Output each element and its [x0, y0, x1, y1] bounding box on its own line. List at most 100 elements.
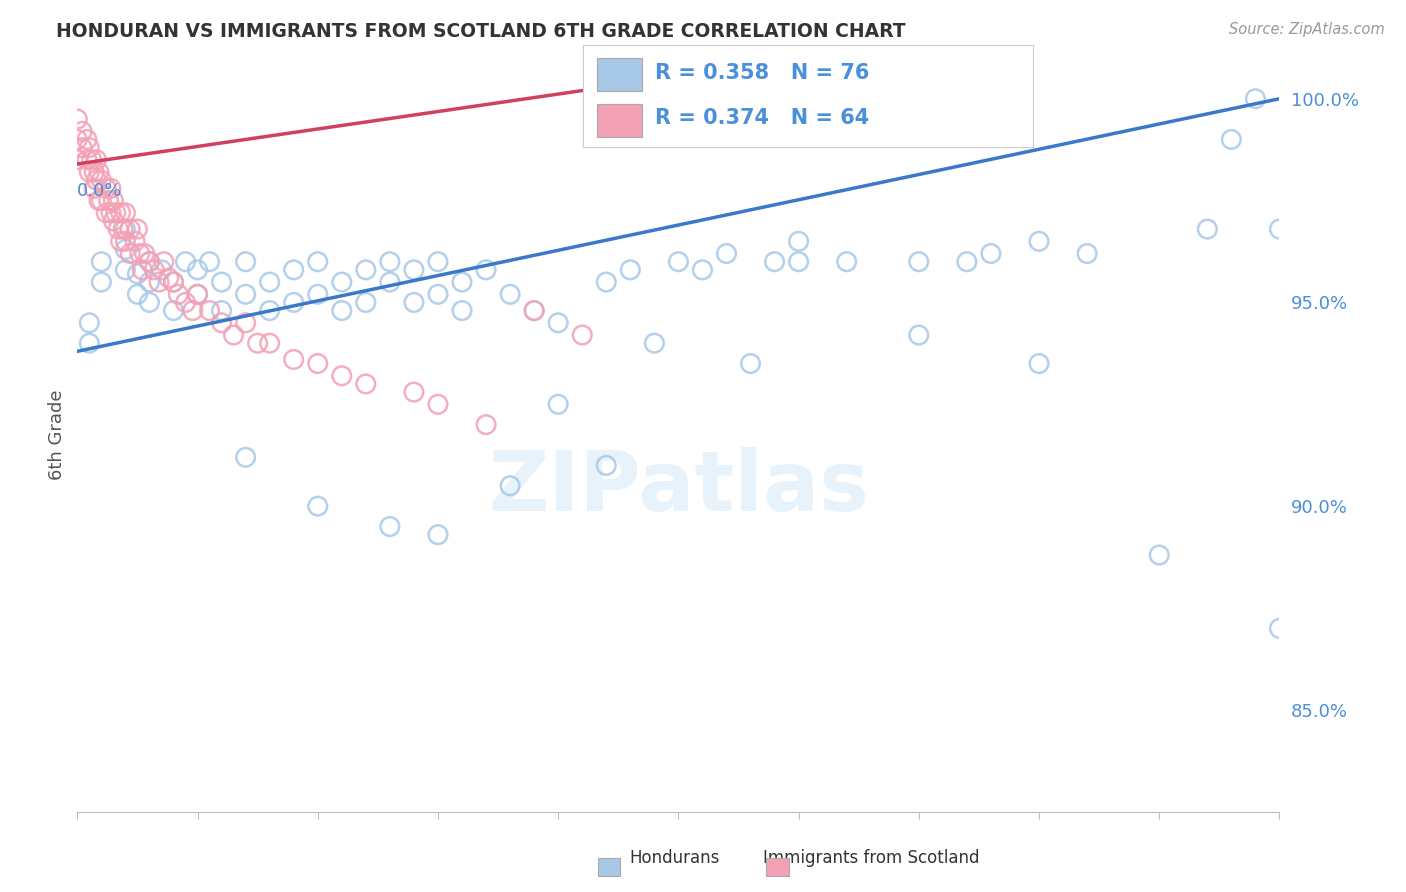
Point — [307, 287, 329, 301]
Point — [787, 235, 810, 249]
Point — [100, 181, 122, 195]
Point — [97, 194, 120, 208]
Point — [120, 222, 142, 236]
Point — [1268, 621, 1291, 635]
Text: ZIPatlas: ZIPatlas — [488, 447, 869, 528]
Point — [153, 254, 176, 268]
Point — [499, 479, 522, 493]
Point — [427, 287, 450, 301]
Point — [1220, 132, 1243, 146]
Point — [235, 316, 257, 330]
Point — [70, 124, 93, 138]
Point — [378, 275, 401, 289]
Point — [104, 206, 127, 220]
FancyBboxPatch shape — [598, 58, 643, 91]
Point — [402, 295, 425, 310]
Point — [402, 385, 425, 400]
Point — [1028, 235, 1050, 249]
Point — [114, 235, 136, 249]
Point — [148, 275, 170, 289]
Point — [90, 194, 112, 208]
Point — [114, 243, 136, 257]
Point — [259, 303, 281, 318]
Point — [100, 206, 122, 220]
Point — [451, 303, 474, 318]
Point — [70, 140, 93, 154]
Point — [619, 263, 641, 277]
Point — [571, 328, 593, 343]
Point — [908, 254, 931, 268]
Point — [307, 357, 329, 371]
Point — [110, 235, 132, 249]
Point — [103, 194, 125, 208]
Point — [787, 254, 810, 268]
Point — [83, 165, 105, 179]
Point — [307, 499, 329, 513]
Point — [79, 140, 101, 154]
Point — [523, 303, 546, 318]
Point — [174, 254, 197, 268]
Point — [66, 153, 89, 167]
Point — [716, 246, 738, 260]
Point — [595, 275, 617, 289]
Point — [181, 303, 204, 318]
Point — [96, 206, 118, 220]
Point — [211, 275, 233, 289]
Point — [187, 263, 209, 277]
Point — [475, 417, 498, 432]
Point — [114, 222, 136, 236]
Point — [79, 336, 101, 351]
Point — [107, 222, 129, 236]
Point — [76, 132, 98, 146]
Point — [134, 246, 156, 260]
Point — [475, 263, 498, 277]
Point — [402, 263, 425, 277]
Point — [120, 246, 142, 260]
Point — [127, 267, 149, 281]
Point — [143, 263, 166, 277]
Point — [150, 263, 173, 277]
Point — [162, 303, 184, 318]
Point — [235, 254, 257, 268]
Point — [111, 222, 134, 236]
Point — [427, 527, 450, 541]
Point — [354, 263, 377, 277]
Point — [499, 287, 522, 301]
Point — [1149, 548, 1171, 562]
Point — [235, 450, 257, 465]
Text: Hondurans: Hondurans — [630, 849, 720, 867]
Point — [128, 246, 150, 260]
Point — [283, 263, 305, 277]
Point — [87, 165, 110, 179]
Point — [595, 458, 617, 473]
Point — [86, 153, 108, 167]
Point — [222, 328, 245, 343]
Point — [114, 263, 136, 277]
Point — [427, 254, 450, 268]
Point — [1244, 92, 1267, 106]
Point — [138, 254, 160, 268]
Point — [1197, 222, 1219, 236]
Point — [246, 336, 269, 351]
Point — [90, 173, 112, 187]
Point — [692, 263, 714, 277]
Point — [157, 271, 180, 285]
Point — [103, 214, 125, 228]
Point — [127, 222, 149, 236]
Point — [378, 519, 401, 533]
Point — [259, 336, 281, 351]
Point — [283, 295, 305, 310]
Point — [162, 275, 184, 289]
Point — [79, 316, 101, 330]
Point — [90, 275, 112, 289]
Point — [740, 357, 762, 371]
Text: Source: ZipAtlas.com: Source: ZipAtlas.com — [1229, 22, 1385, 37]
Point — [110, 206, 132, 220]
Point — [198, 303, 221, 318]
Point — [378, 254, 401, 268]
Point — [198, 254, 221, 268]
Point — [83, 181, 105, 195]
Y-axis label: 6th Grade: 6th Grade — [48, 390, 66, 480]
Point — [76, 153, 98, 167]
Point — [259, 275, 281, 289]
